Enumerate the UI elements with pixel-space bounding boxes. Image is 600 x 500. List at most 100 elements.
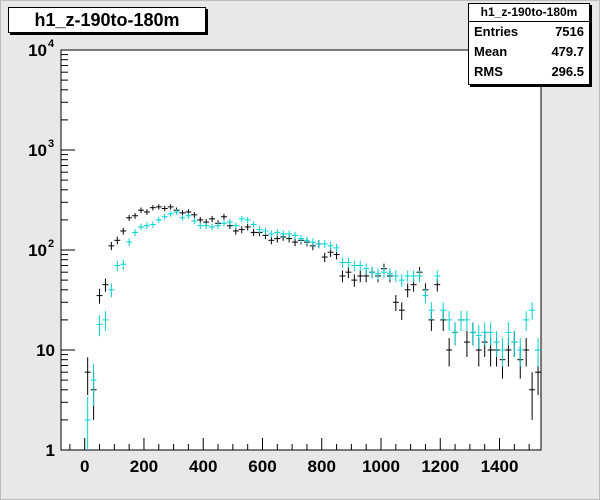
data-point (102, 311, 109, 331)
data-point (523, 338, 530, 367)
data-point (143, 222, 150, 230)
data-point (102, 278, 109, 292)
data-point (221, 220, 227, 227)
data-point (274, 228, 281, 237)
data-point (392, 270, 399, 283)
stats-mean-value: 479.7 (551, 44, 584, 59)
stats-row-mean: Mean 479.7 (469, 42, 589, 62)
data-point (333, 243, 340, 253)
data-point (351, 260, 358, 272)
data-point (197, 222, 204, 230)
data-point (345, 266, 352, 279)
data-point (280, 230, 287, 238)
y-tick-label: 10 (28, 141, 47, 160)
data-point (422, 288, 429, 304)
data-point (475, 325, 482, 349)
data-point (268, 236, 275, 245)
data-point (96, 288, 103, 304)
data-point (505, 322, 512, 346)
data-point (511, 331, 518, 357)
chart-title: h1_z-190to-180m (8, 7, 206, 33)
data-point (84, 396, 91, 450)
stats-rms-value: 296.5 (551, 64, 584, 79)
y-tick-label-exponent: 4 (48, 38, 55, 50)
data-point (132, 212, 139, 219)
data-point (529, 372, 536, 420)
data-point (203, 222, 210, 230)
data-point (315, 240, 322, 249)
y-tick-label: 10 (28, 41, 47, 60)
data-point (321, 240, 328, 249)
data-point (179, 210, 186, 216)
stats-title: h1_z-190to-180m (469, 4, 589, 22)
data-point (434, 270, 441, 283)
x-tick-label: 200 (130, 457, 158, 476)
x-tick-label: 800 (308, 457, 336, 476)
data-point (286, 230, 293, 238)
data-point (481, 322, 488, 346)
data-point (244, 223, 251, 231)
data-point (499, 338, 506, 367)
data-point (351, 274, 358, 287)
data-point (185, 212, 192, 219)
y-tick-label: 10 (36, 341, 55, 360)
data-point (357, 270, 364, 283)
data-point (167, 211, 174, 217)
stats-entries-value: 7516 (555, 24, 584, 39)
data-point (209, 215, 216, 222)
data-point (244, 216, 251, 224)
data-point (114, 236, 121, 245)
data-point (345, 257, 352, 268)
data-point (463, 311, 470, 331)
data-point (404, 283, 411, 298)
data-point (256, 226, 263, 234)
data-point (126, 238, 133, 247)
x-tick-label: 1400 (481, 457, 519, 476)
data-point (268, 230, 275, 238)
x-tick-label: 1200 (421, 457, 459, 476)
data-point (120, 259, 127, 270)
data-point (446, 338, 453, 367)
stats-box: h1_z-190to-180m Entries 7516 Mean 479.7 … (468, 3, 590, 85)
data-point (226, 219, 233, 226)
data-point (143, 209, 150, 215)
data-point (523, 311, 530, 331)
data-point (173, 209, 180, 215)
data-point (155, 204, 162, 210)
data-point (96, 315, 103, 337)
data-point (161, 205, 168, 212)
data-point (298, 234, 304, 243)
stats-rms-label: RMS (474, 64, 503, 79)
data-point (404, 270, 411, 283)
data-point (215, 222, 221, 230)
data-point (138, 223, 144, 231)
data-point (369, 266, 376, 279)
stats-entries-label: Entries (474, 24, 519, 39)
data-point (440, 302, 447, 320)
data-point (221, 213, 227, 220)
x-tick-label: 0 (80, 457, 89, 476)
y-tick-label: 10 (28, 241, 47, 260)
data-point (339, 257, 346, 268)
data-point (446, 311, 453, 331)
data-point (262, 227, 269, 235)
data-point (339, 270, 346, 283)
data-point (84, 357, 91, 395)
data-point (493, 331, 500, 357)
data-point (416, 270, 423, 283)
data-point (363, 263, 370, 275)
data-point (179, 214, 186, 221)
data-point (161, 213, 168, 220)
data-point (191, 217, 198, 225)
data-point (292, 231, 299, 240)
data-point (209, 223, 216, 231)
data-point (292, 238, 299, 247)
y-tick-label-exponent: 2 (48, 238, 54, 250)
data-point (535, 338, 541, 367)
data-point (392, 295, 399, 312)
data-point (517, 338, 524, 367)
data-point (386, 268, 393, 280)
data-point (250, 228, 257, 237)
data-point (238, 226, 245, 234)
data-point (321, 252, 328, 263)
